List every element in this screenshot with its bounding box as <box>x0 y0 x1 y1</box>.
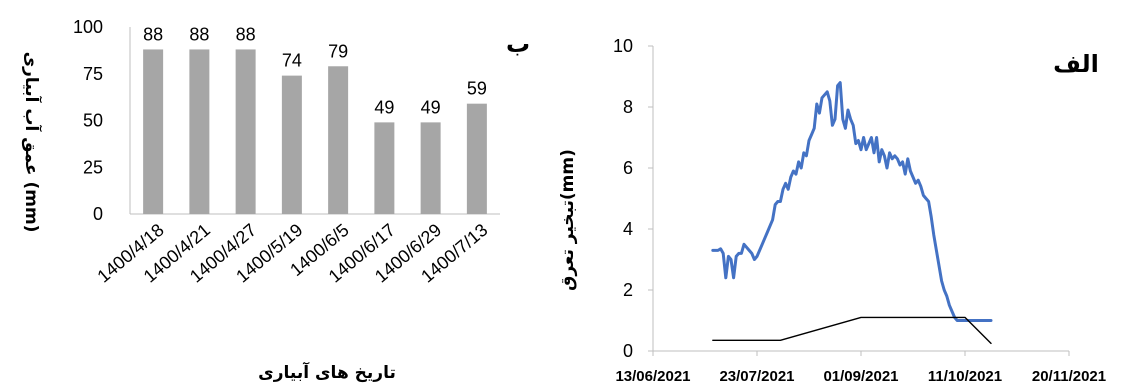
bar-x-axis-title: تاریخ های آبیاری <box>258 361 396 383</box>
bar <box>420 122 441 214</box>
bar <box>235 49 256 214</box>
line-x-tick-label: 11/10/2021 <box>928 368 1002 385</box>
panel-tag-a: الف <box>1053 50 1099 78</box>
bar-data-label: 49 <box>421 97 441 117</box>
bar <box>328 66 349 215</box>
bar-data-label: 49 <box>374 97 394 117</box>
bar <box>189 49 210 214</box>
line-x-tick-label: 23/07/2021 <box>719 368 794 385</box>
line-y-tick-label: 6 <box>623 158 633 178</box>
line-y-tick-label: 4 <box>623 219 633 239</box>
et-series-line <box>711 81 993 322</box>
line-plot-area: 0 2 4 6 8 10 13/06/2021 23/07/2021 01/09/2021 11/… <box>613 36 1106 385</box>
line-y-tick-label: 10 <box>613 36 633 56</box>
bar-data-label: 88 <box>236 24 256 44</box>
line-y-axis-title: تبخیر تعرق(mm) <box>558 149 578 291</box>
bar <box>466 103 487 214</box>
bar-y-tick-label: 75 <box>83 64 103 84</box>
secondary-series-line <box>712 316 992 345</box>
bar-y-tick-label: 50 <box>83 111 103 131</box>
bar-data-label: 88 <box>143 24 163 44</box>
bar-y-tick-label: 0 <box>93 204 103 224</box>
bar-data-label: 88 <box>189 24 209 44</box>
bar <box>143 49 164 214</box>
line-x-tick-label: 20/11/2021 <box>1032 368 1106 385</box>
line-chart-panel: الف 0 2 4 6 8 10 13/06/2021 23/07/2021 01/09/202… <box>558 36 1106 385</box>
panel-tag-b: ب <box>506 30 530 58</box>
bar-y-axis-title: عمق آب آبیاری (mm) <box>21 52 43 233</box>
bar-data-label: 74 <box>282 51 302 71</box>
bar-y-tick-label: 100 <box>73 17 103 37</box>
line-y-tick-label: 2 <box>623 280 633 300</box>
bar-data-label: 79 <box>328 41 348 61</box>
bar <box>281 75 302 215</box>
bar <box>374 122 395 214</box>
line-y-tick-label: 0 <box>623 341 633 361</box>
line-x-tick-label: 01/09/2021 <box>823 368 898 385</box>
line-y-tick-label: 8 <box>623 97 633 117</box>
bar-y-tick-label: 25 <box>83 157 103 177</box>
line-x-tick-label: 13/06/2021 <box>615 368 690 385</box>
bar-data-label: 59 <box>467 79 487 99</box>
